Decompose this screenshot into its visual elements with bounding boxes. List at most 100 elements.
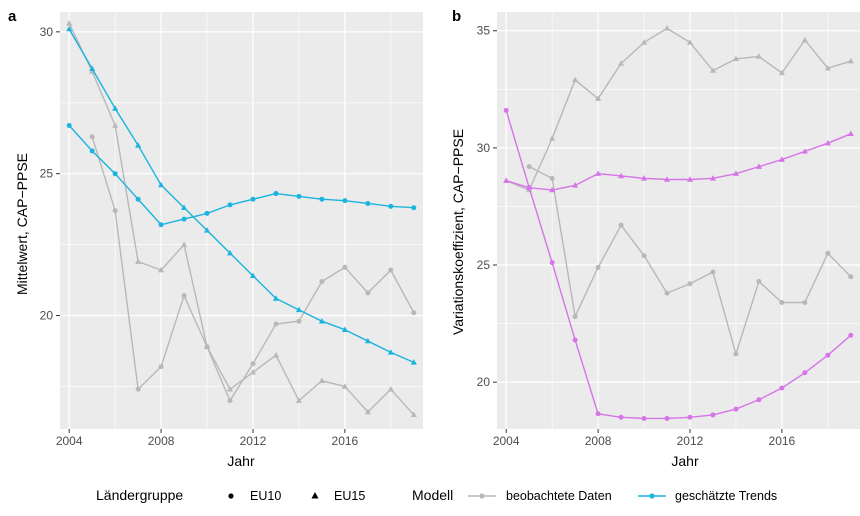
panel-a-eu10-trend-line xyxy=(68,125,414,226)
panel-a-tick-label-x: 2008 xyxy=(148,434,175,448)
panel-b-eu10-trend-point xyxy=(549,260,555,266)
panel-a-eu15-trend-point xyxy=(364,337,371,344)
panel-b-eu10-observed-point xyxy=(572,314,578,320)
panel-b-eu15-trend-point xyxy=(549,186,556,193)
panel-b-eu10-observed-point xyxy=(526,164,532,170)
panel-a-eu15-trend-point xyxy=(272,295,280,301)
panel-b-eu10-observed-point xyxy=(618,222,624,228)
panel-b-eu10-trend-point xyxy=(503,107,509,113)
panel-a-eu15-observed-line xyxy=(68,23,415,416)
panel-a-eu10-observed-point xyxy=(89,134,95,140)
panel-a-eu15-trend-point xyxy=(158,181,165,188)
panel-a-eu10-trend-point xyxy=(365,200,371,206)
panel-b-eu10-trend-point xyxy=(733,406,739,412)
panel-b-eu15-observed-point xyxy=(847,57,854,64)
panel-b-eu15-observed-point xyxy=(640,39,648,45)
panel-a-eu15-observed-point xyxy=(318,377,325,384)
legend-trend-point xyxy=(649,493,655,499)
panel-a-tick-label-x: 2012 xyxy=(240,434,267,448)
panel-a-eu15-trend-point xyxy=(203,227,211,233)
panel-b-eu15-observed-point xyxy=(595,95,602,101)
panel-b-eu10-trend-point xyxy=(664,415,670,421)
legend-item-eu10: EU10 xyxy=(250,489,281,503)
panel-a-eu10-observed-point xyxy=(250,361,256,367)
panel-b-eu15-observed-point xyxy=(618,60,625,66)
panel-a-eu10-trend-point xyxy=(296,193,302,199)
panel-a-eu10-observed-point xyxy=(411,310,417,316)
panel-b-eu15-trend-point xyxy=(755,163,762,169)
panel-a-eu15-observed-point xyxy=(295,397,302,403)
panel-a-eu15-observed-point xyxy=(341,383,348,389)
panel-a-eu15-trend-point xyxy=(249,272,257,279)
legend: Ländergruppe EU10 EU15 Modell beobachtet… xyxy=(96,487,777,503)
panel-a-eu15-observed-point xyxy=(203,343,211,349)
panel-b-eu15-observed-point xyxy=(778,69,785,76)
panel-b-eu15-trend-point xyxy=(778,156,785,162)
panel-a-eu15-trend-point xyxy=(295,306,302,313)
panel-a-tick-label-x: 2016 xyxy=(332,434,359,448)
panel-b-eu15-trend-point xyxy=(526,184,533,190)
panel-a: 2004 2008 2012 2016 20 25 30 xyxy=(40,12,423,448)
panel-b-eu15-trend-point xyxy=(824,139,831,146)
panel-a-eu15-trend-point xyxy=(226,249,234,256)
panel-a-eu10-trend-point xyxy=(388,203,394,209)
panel-b-eu10-observed-point xyxy=(848,274,854,280)
panel-b-tick-label-y: 20 xyxy=(477,375,491,389)
panel-b-eu15-trend-point xyxy=(572,182,579,188)
legend-circle-symbol xyxy=(228,493,234,499)
legend-group-title: Ländergruppe xyxy=(96,487,183,503)
panel-b-eu10-observed-point xyxy=(641,253,647,259)
panel-a-eu10-trend-point xyxy=(227,202,233,208)
panel-b-eu10-trend-point xyxy=(825,352,831,358)
legend-item-eu15: EU15 xyxy=(334,489,365,503)
panel-a-eu10-observed-point xyxy=(342,264,348,270)
panel-b-eu10-trend-line xyxy=(505,110,852,420)
panel-b-eu15-observed-point xyxy=(709,67,717,73)
panel-a-eu10-trend-point xyxy=(342,198,348,204)
panel-a-x-axis-title: Jahr xyxy=(227,453,255,469)
panel-a-eu15-observed-point xyxy=(387,386,394,392)
panel-b-eu15-observed-line xyxy=(505,27,852,191)
panel-b-eu10-trend-point xyxy=(848,332,854,338)
panel-b-eu10-observed-point xyxy=(779,299,785,305)
panel-a-eu10-observed-point xyxy=(388,267,394,273)
panel-b-tick-label-x: 2016 xyxy=(769,434,796,448)
panel-b-eu10-trend-point xyxy=(756,397,762,403)
panel-b-eu10-observed-point xyxy=(825,250,831,256)
panel-b-tick-label-x: 2004 xyxy=(493,434,520,448)
panel-a-eu15-observed-point xyxy=(181,241,188,247)
panel-a-eu10-trend-point xyxy=(66,122,72,128)
panel-a-eu10-trend-point xyxy=(135,196,141,202)
panel-a-eu10-observed-point xyxy=(273,321,279,327)
panel-b-background xyxy=(497,12,860,429)
panel-b-eu10-observed-point xyxy=(687,281,693,287)
panel-b-eu15-trend-point xyxy=(686,176,694,182)
panel-b-eu15-trend-point xyxy=(640,175,648,181)
panel-a-eu10-observed-point xyxy=(296,318,302,324)
panel-b-eu15-observed-point xyxy=(755,53,762,59)
panel-b-eu15-trend-point xyxy=(663,176,671,182)
panel-a-eu10-trend-point xyxy=(112,171,118,177)
panel-a-eu15-observed-point xyxy=(158,266,165,273)
panel-b-tick-label-y: 30 xyxy=(477,141,491,155)
panel-a-eu15-trend-point xyxy=(89,65,96,71)
panel-b-eu10-trend-point xyxy=(802,370,808,376)
panel-a-eu15-trend-point xyxy=(112,105,119,111)
legend-model-title: Modell xyxy=(412,487,453,503)
panel-b-eu10-observed-point xyxy=(595,264,601,270)
panel-a-tick-label-y: 20 xyxy=(40,309,54,323)
panel-b-eu15-trend-point xyxy=(503,177,510,183)
panel-b-eu10-trend-point xyxy=(687,414,693,420)
legend-item-trend: geschätzte Trends xyxy=(675,489,777,503)
panel-a-eu15-observed-point xyxy=(272,352,280,358)
panel-b-eu15-trend-point xyxy=(618,172,625,179)
panel-b-tick-label-x: 2012 xyxy=(677,434,704,448)
panel-a-eu15-observed-point xyxy=(410,411,417,418)
panel-b-eu10-observed-point xyxy=(733,351,739,357)
panel-a-eu15-trend-point xyxy=(410,359,417,365)
panel-b-eu15-observed-point xyxy=(732,55,739,62)
panel-a-eu15-observed-point xyxy=(364,408,371,415)
panel-b-eu15-observed-point xyxy=(549,135,556,141)
panel-b-x-axis-title: Jahr xyxy=(671,453,699,469)
